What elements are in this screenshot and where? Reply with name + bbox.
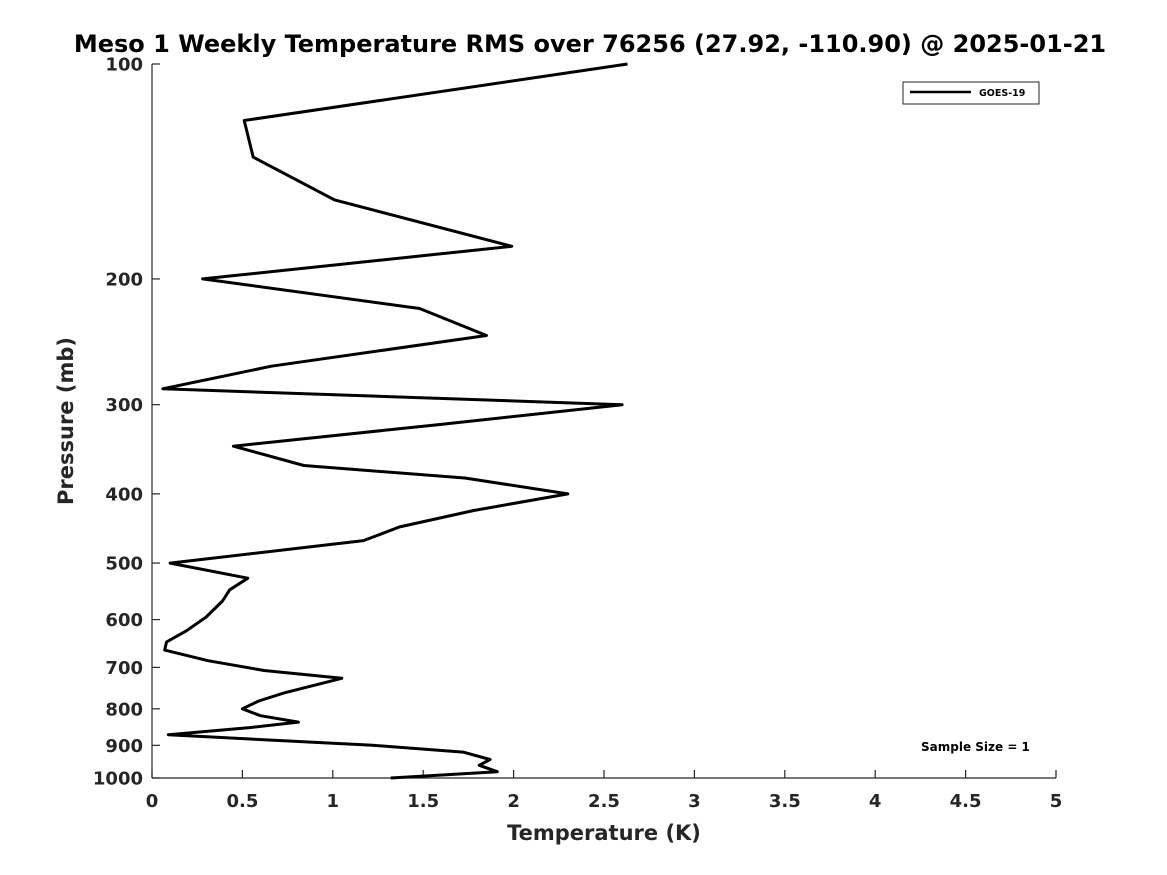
x-tick-label: 2.5 (588, 791, 620, 812)
y-tick-label: 900 (105, 736, 143, 757)
legend-entry-goes-19: GOES-19 (979, 88, 1025, 99)
y-tick-label: 500 (105, 554, 143, 575)
x-ticks: 0 0.5 1 1.5 2 2.5 3 3.5 4 4.5 5 (146, 770, 1063, 812)
x-tick-label: 4.5 (950, 791, 982, 812)
x-tick-label: 0 (146, 791, 159, 812)
series-layer (161, 62, 628, 780)
y-axis-label: Pressure (mb) (54, 337, 78, 505)
x-tick-label: 2 (507, 791, 520, 812)
y-tick-label: 100 (105, 55, 143, 76)
x-tick-label: 3.5 (769, 791, 801, 812)
x-axis-label: Temperature (K) (507, 821, 701, 845)
x-tick-label: 5 (1050, 791, 1063, 812)
x-tick-label: 0.5 (226, 791, 258, 812)
sample-size-annotation: Sample Size = 1 (921, 740, 1030, 754)
y-tick-label: 400 (105, 484, 143, 505)
x-tick-label: 4 (869, 791, 882, 812)
chart-title: Meso 1 Weekly Temperature RMS over 76256… (74, 30, 1106, 58)
y-tick-label: 300 (105, 395, 143, 416)
legend: GOES-19 (902, 81, 1040, 105)
series-line-goes-19 (161, 62, 628, 780)
y-tick-label: 700 (105, 658, 143, 679)
y-tick-label: 1000 (93, 769, 143, 790)
x-tick-label: 3 (688, 791, 701, 812)
y-ticks: 100 200 300 400 500 600 700 800 900 1000 (93, 55, 160, 790)
y-tick-label: 600 (105, 610, 143, 631)
x-tick-label: 1 (327, 791, 340, 812)
y-tick-label: 200 (105, 269, 143, 290)
y-tick-label: 800 (105, 699, 143, 720)
x-tick-label: 1.5 (407, 791, 439, 812)
